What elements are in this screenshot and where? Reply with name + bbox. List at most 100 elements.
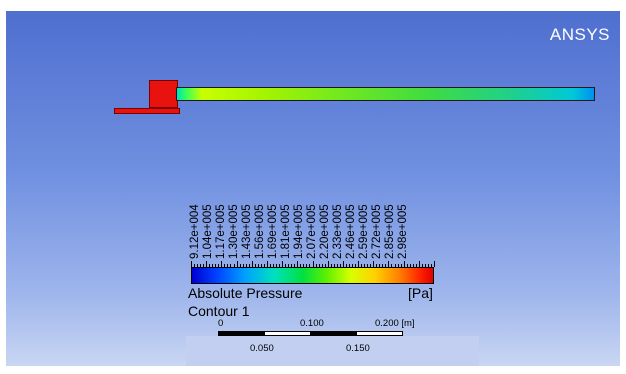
- scale-segment: [264, 331, 311, 336]
- legend-unit: [Pa]: [408, 285, 433, 301]
- colorbar-tick: [370, 264, 372, 267]
- colorbar-tick: [339, 264, 341, 267]
- colorbar-tick: [321, 264, 323, 267]
- legend-tick-label: 9.12e+004: [189, 204, 201, 259]
- inlet-block: [149, 80, 178, 108]
- colorbar-tick: [215, 264, 217, 267]
- colorbar-tick: [330, 264, 332, 267]
- legend-tick-label: 2.72e+005: [371, 204, 383, 259]
- legend-tick-label: 2.85e+005: [384, 204, 396, 259]
- scale-bar: 0 0.100 0.200 [m] 0.050 0.150: [218, 318, 428, 358]
- colorbar-tick: [373, 261, 375, 267]
- colorbar-tick: [358, 261, 360, 267]
- legend-tick-label: 2.59e+005: [358, 204, 370, 259]
- colorbar-tick: [430, 264, 432, 267]
- colorbar-tick: [415, 264, 417, 267]
- colorbar-tick: [248, 264, 250, 267]
- colorbar-tick: [427, 264, 429, 267]
- colorbar-tick: [361, 264, 363, 267]
- colorbar-tick: [203, 264, 205, 267]
- colorbar-tick: [391, 264, 393, 267]
- colorbar-tick: [397, 264, 399, 267]
- colorbar-tick: [382, 264, 384, 267]
- colorbar-tick: [324, 264, 326, 267]
- scale-label: 0.100: [300, 318, 324, 329]
- colorbar-tick: [191, 261, 192, 267]
- colorbar-tick: [434, 261, 435, 267]
- colorbar-tick: [288, 264, 290, 267]
- colorbar-tick: [348, 264, 350, 267]
- colorbar-tick: [242, 264, 244, 267]
- legend-tick-label: 2.33e+005: [332, 204, 344, 259]
- scale-segment: [310, 331, 357, 336]
- legend-tick-label: 1.43e+005: [241, 204, 253, 259]
- colorbar-tick: [221, 261, 223, 267]
- colorbar-tick: [266, 261, 268, 267]
- colorbar-tick: [424, 264, 426, 267]
- colorbar-tick: [355, 264, 357, 267]
- colorbar-tick: [291, 264, 293, 267]
- legend-tick-label: 1.56e+005: [254, 204, 266, 259]
- colorbar-tick: [233, 264, 235, 267]
- colorbar-tick: [209, 264, 211, 267]
- colorbar-tick: [197, 264, 199, 267]
- colorbar-tick: [306, 264, 308, 267]
- legend-tick-label: 1.81e+005: [280, 204, 292, 259]
- colorbar-tick: [279, 264, 281, 267]
- contour-legend: 9.12e+004 1.04e+005 1.17e+005 1.30e+005 …: [186, 183, 486, 363]
- colorbar-tick: [257, 264, 259, 267]
- pipe-pressure-contour: [176, 87, 595, 101]
- colorbar-tick: [418, 261, 420, 267]
- colorbar-tick: [342, 261, 344, 267]
- legend-tick-label: 1.30e+005: [228, 204, 240, 259]
- colorbar-tick: [327, 261, 329, 267]
- colorbar: [191, 267, 434, 284]
- colorbar-tick: [224, 264, 226, 267]
- colorbar-tick: [336, 264, 338, 267]
- legend-tick-label: 2.46e+005: [345, 204, 357, 259]
- colorbar-tick: [318, 264, 320, 267]
- legend-tick-label: 2.20e+005: [319, 204, 331, 259]
- colorbar-tick: [212, 264, 214, 267]
- colorbar-tick: [312, 261, 314, 267]
- legend-tick-label: 1.94e+005: [293, 204, 305, 259]
- colorbar-tick: [194, 264, 196, 267]
- colorbar-tick: [379, 264, 381, 267]
- colorbar-tick: [303, 264, 305, 267]
- legend-title: Absolute Pressure: [188, 285, 303, 301]
- legend-tick-label: 1.04e+005: [202, 204, 214, 259]
- colorbar-tick: [239, 264, 241, 267]
- colorbar-tick: [285, 264, 287, 267]
- colorbar-tick: [385, 264, 387, 267]
- colorbar-tick: [367, 264, 369, 267]
- colorbar-tick: [282, 261, 284, 267]
- colorbar-tick: [260, 264, 262, 267]
- colorbar-tick: [227, 264, 229, 267]
- scale-label: 0: [218, 318, 224, 329]
- colorbar-tick: [273, 264, 274, 267]
- colorbar-tick: [409, 264, 411, 267]
- colorbar-tick: [400, 264, 402, 267]
- legend-tick-labels: 9.12e+004 1.04e+005 1.17e+005 1.30e+005 …: [186, 183, 446, 259]
- colorbar-tick: [200, 264, 202, 267]
- scale-segment: [356, 331, 403, 336]
- colorbar-tick: [206, 261, 208, 267]
- colorbar-tick: [230, 264, 232, 267]
- colorbar-tick: [251, 261, 253, 267]
- scale-bar-background: [186, 336, 479, 366]
- colorbar-tick: [294, 264, 296, 267]
- legend-tick-label: 2.07e+005: [306, 204, 318, 259]
- ansys-logo: ANSYS: [549, 25, 610, 44]
- colorbar-tick: [388, 261, 390, 267]
- colorbar-tick: [406, 264, 408, 267]
- graphics-viewport[interactable]: ANSYS 9.12e+004 1.04e+005 1.17e+005 1.30…: [6, 11, 620, 366]
- colorbar-tick: [245, 264, 247, 267]
- colorbar-tick: [254, 264, 256, 267]
- colorbar-ticks: [191, 261, 435, 267]
- colorbar-tick: [263, 264, 265, 267]
- colorbar-tick: [276, 264, 278, 267]
- colorbar-tick: [269, 264, 271, 267]
- scale-segment: [218, 331, 265, 336]
- scale-label: 0.050: [250, 343, 274, 354]
- colorbar-tick: [218, 264, 220, 267]
